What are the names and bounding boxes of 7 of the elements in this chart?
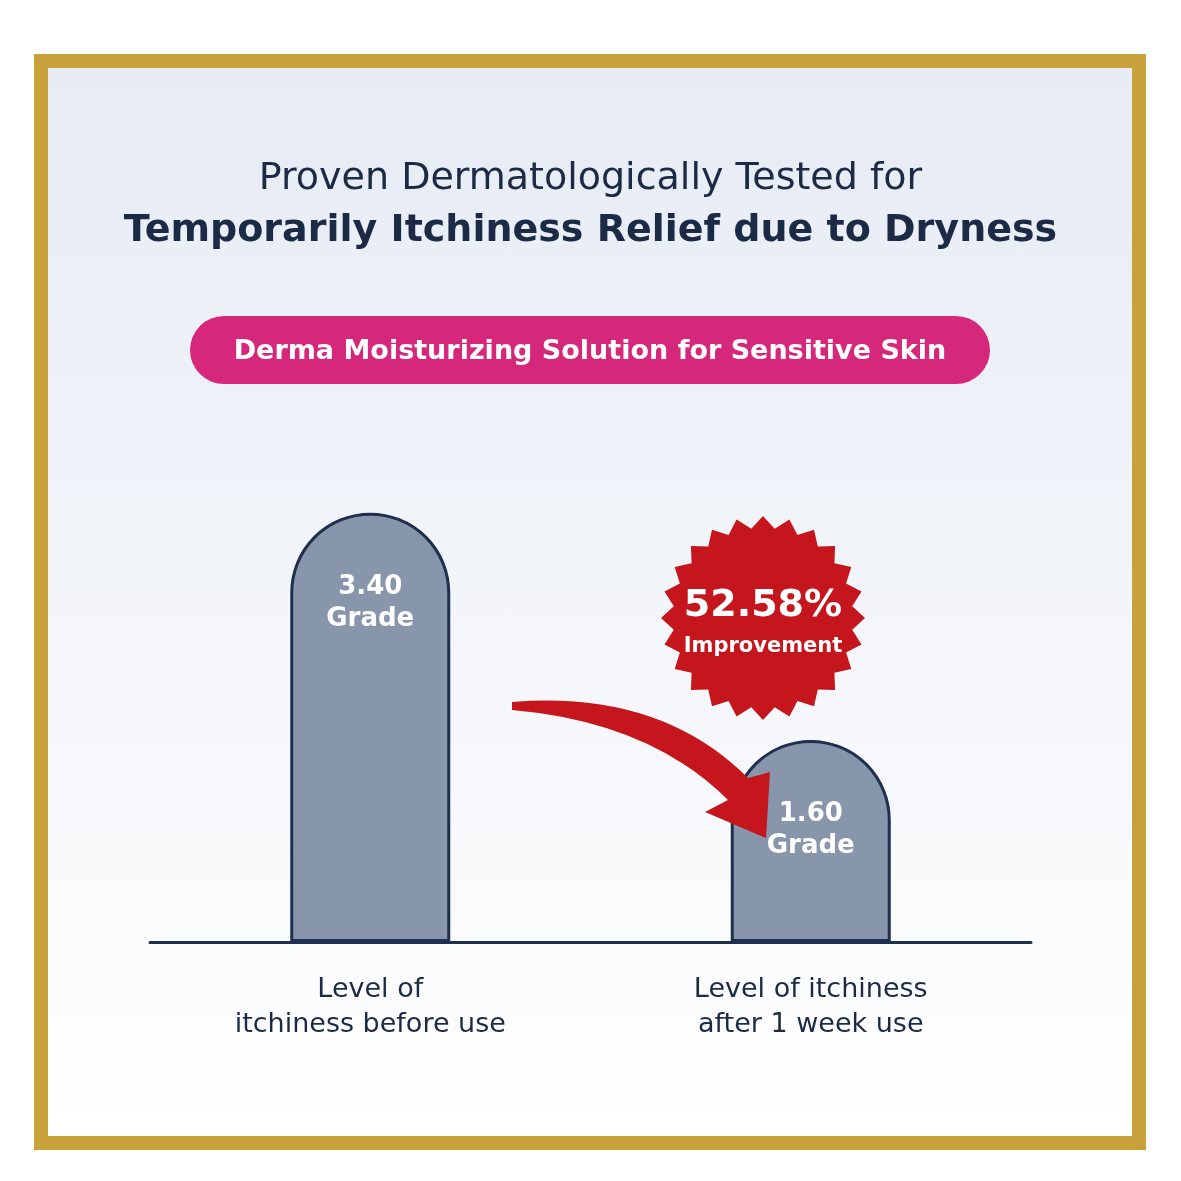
x-tick-label: Level of itchiness before use [234, 972, 506, 1038]
data-label: 1.60 Grade [766, 796, 855, 859]
data-label: 3.40 Grade [326, 569, 415, 632]
chart-subtitle: Derma Moisturizing Solution for Sensitive Skin [190, 316, 990, 384]
annotation: 52.58% Improvement [683, 581, 843, 657]
chart-title: Proven Dermatologically Tested for Temporarily Itchiness Relief due to Dryness [122, 153, 1059, 252]
x-tick-label: Level of itchiness after 1 week use [693, 972, 928, 1038]
